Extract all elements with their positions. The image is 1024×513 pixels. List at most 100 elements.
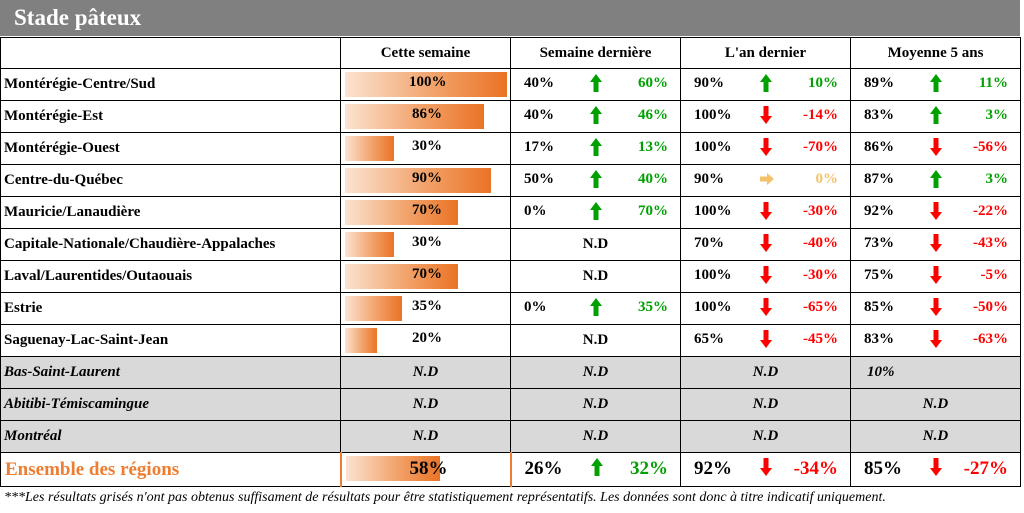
- progress-bar: [345, 328, 377, 353]
- previous-value: 0%: [524, 299, 547, 315]
- change-value: 3%: [985, 107, 1009, 123]
- change-value: 46%: [638, 107, 668, 123]
- previous-value: 85%: [864, 458, 902, 479]
- down-arrow-icon: [929, 265, 943, 285]
- this-week-cell: 35%: [340, 292, 511, 325]
- region-name: Montérégie-Est: [0, 100, 341, 133]
- region-name: Mauricie/Lanaudière: [0, 196, 341, 229]
- region-name: Capitale-Nationale/Chaudière-Appalaches: [0, 228, 341, 261]
- region-name: Montérégie-Centre/Sud: [0, 68, 341, 101]
- this-week-value: 90%: [412, 170, 442, 186]
- last-week-cell: N.D: [510, 260, 681, 293]
- this-week-cell: 58%: [339, 452, 512, 487]
- this-week-cell: N.D: [340, 420, 511, 453]
- down-arrow-icon: [759, 457, 773, 477]
- nd-label: N.D: [582, 268, 609, 284]
- down-arrow-icon: [929, 329, 943, 349]
- last-week-cell: 17% 13%: [510, 132, 681, 165]
- nd-label: N.D: [412, 364, 439, 380]
- change-value: 70%: [638, 203, 668, 219]
- title-bar: Stade pâteux: [0, 0, 1020, 36]
- region-name: Centre-du-Québec: [0, 164, 341, 197]
- this-week-value: 30%: [412, 138, 442, 154]
- up-arrow-icon: [759, 73, 773, 93]
- this-week-value: 70%: [412, 266, 442, 282]
- last-week-cell: 0% 35%: [510, 292, 681, 325]
- down-arrow-icon: [929, 137, 943, 157]
- avg5-cell: 10%: [850, 356, 1021, 389]
- region-name: Montréal: [0, 420, 341, 453]
- last-year-cell: N.D: [680, 356, 851, 389]
- last-year-cell: 70% -40%: [680, 228, 851, 261]
- header-region: [0, 37, 341, 69]
- last-week-cell: N.D: [510, 420, 681, 453]
- previous-value: 40%: [524, 75, 554, 91]
- previous-value: 100%: [694, 267, 732, 283]
- avg5-cell: 83% 3%: [850, 100, 1021, 133]
- avg5-cell: N.D: [850, 420, 1021, 453]
- change-value: -63%: [973, 331, 1008, 347]
- change-value: -30%: [803, 203, 838, 219]
- change-value: 11%: [978, 75, 1008, 91]
- down-arrow-icon: [929, 201, 943, 221]
- last-year-cell: 92% -34%: [680, 452, 851, 487]
- previous-value: 83%: [864, 331, 894, 347]
- up-arrow-icon: [589, 105, 603, 125]
- this-week-cell: 30%: [340, 228, 511, 261]
- avg5-cell: 85% -50%: [850, 292, 1021, 325]
- down-arrow-icon: [759, 201, 773, 221]
- table-row: Centre-du-Québec 90% 50% 40% 90% 0% 87% 3%: [0, 164, 1021, 197]
- greyed-row: Montréal N.D N.D N.D N.D: [0, 420, 1021, 453]
- down-arrow-icon: [929, 297, 943, 317]
- change-value: 32%: [630, 458, 668, 479]
- change-value: -30%: [803, 267, 838, 283]
- last-year-cell: 100% -30%: [680, 196, 851, 229]
- change-value: 40%: [638, 171, 668, 187]
- up-arrow-icon: [589, 169, 603, 189]
- down-arrow-icon: [759, 105, 773, 125]
- last-week-cell: 26% 32%: [510, 452, 681, 487]
- nd-label: N.D: [412, 396, 439, 412]
- progress-bar: [345, 200, 458, 225]
- progress-bar: [345, 72, 507, 97]
- last-week-cell: N.D: [510, 228, 681, 261]
- region-name: Estrie: [0, 292, 341, 325]
- down-arrow-icon: [759, 265, 773, 285]
- this-week-value: 86%: [412, 106, 442, 122]
- total-row: Ensemble des régions 58% 26% 32% 92% -34% 85% -…: [0, 452, 1021, 487]
- last-week-cell: 40% 46%: [510, 100, 681, 133]
- avg5-cell: 73% -43%: [850, 228, 1021, 261]
- header-avg5: Moyenne 5 ans: [850, 37, 1021, 69]
- previous-value: 83%: [864, 107, 894, 123]
- down-arrow-icon: [929, 233, 943, 253]
- progress-bar: [345, 232, 394, 257]
- change-value: -50%: [973, 299, 1008, 315]
- previous-value: 92%: [694, 458, 732, 479]
- previous-value: 90%: [694, 75, 724, 91]
- avg5-cell: 75% -5%: [850, 260, 1021, 293]
- previous-value: 89%: [864, 75, 894, 91]
- change-value: -14%: [803, 107, 838, 123]
- table-row: Estrie 35% 0% 35% 100% -65% 85% -50%: [0, 292, 1021, 325]
- change-value: -65%: [803, 299, 838, 315]
- up-arrow-icon: [589, 201, 603, 221]
- nd-label: N.D: [582, 332, 609, 348]
- region-name: Bas-Saint-Laurent: [0, 356, 341, 389]
- table-row: Laval/Laurentides/Outaouais 70% N.D 100% -30…: [0, 260, 1021, 293]
- previous-value: 100%: [694, 139, 732, 155]
- previous-value: 100%: [694, 107, 732, 123]
- change-value: 13%: [638, 139, 668, 155]
- table-row: Montérégie-Centre/Sud 100% 40% 60% 90% 10% 89%…: [0, 68, 1021, 101]
- nd-label: N.D: [582, 236, 609, 252]
- nd-label: N.D: [582, 428, 609, 444]
- this-week-cell: 20%: [340, 324, 511, 357]
- previous-value: 100%: [694, 299, 732, 315]
- progress-bar: [345, 136, 394, 161]
- change-value: -34%: [793, 458, 838, 479]
- last-year-cell: 100% -30%: [680, 260, 851, 293]
- avg5-cell: 85% -27%: [850, 452, 1021, 487]
- last-year-cell: 100% -65%: [680, 292, 851, 325]
- down-arrow-icon: [929, 457, 943, 477]
- change-value: -27%: [963, 458, 1008, 479]
- progress-bar: [345, 456, 440, 481]
